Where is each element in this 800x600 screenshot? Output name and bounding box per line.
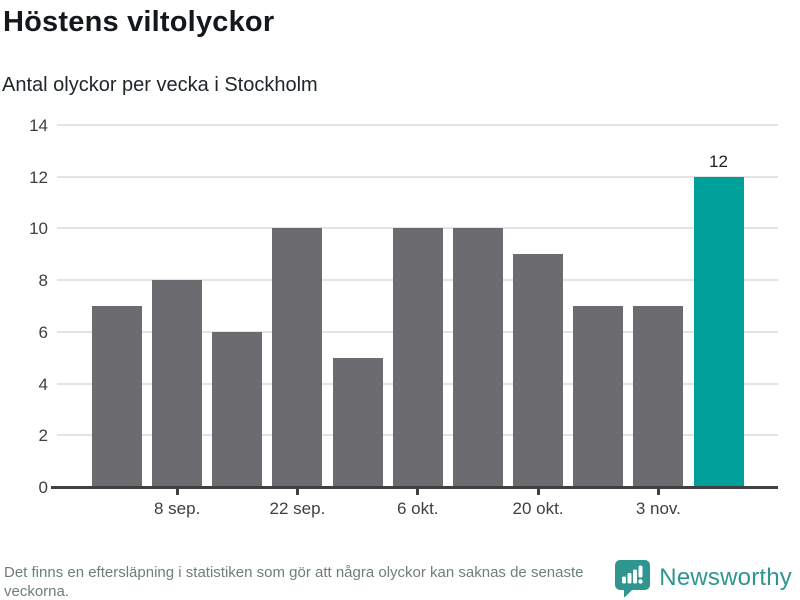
y-tick-label-0: 0: [38, 478, 48, 497]
x-axis-line: [51, 486, 778, 489]
bar: [152, 280, 203, 487]
bar: [272, 228, 323, 487]
bar: [452, 228, 503, 487]
x-tick-label: 8 sep.: [153, 499, 201, 518]
newsworthy-brand-link[interactable]: Newsworthy: [614, 558, 792, 597]
chart-subtitle: Antal olyckor per vecka i Stockholm: [2, 74, 318, 96]
x-tick-mark: [175, 487, 179, 495]
plot-area: 0 2 4 6 8 10 12 14 8 sep. 22 sep. 6 okt. 20 okt. 3 n…: [29, 117, 778, 518]
x-tick-mark: [416, 487, 420, 495]
bar-value-label: 12: [709, 151, 728, 171]
bar: [332, 357, 383, 487]
y-tick-label-2: 2: [38, 426, 48, 446]
x-tick-mark: [656, 487, 660, 495]
bar: [573, 306, 624, 487]
gridline-y12: [57, 175, 778, 178]
y-tick-label-12: 12: [29, 167, 48, 187]
x-tick-mark: [295, 487, 299, 495]
x-tick-label: 6 okt.: [396, 499, 439, 518]
x-tick-mark: [536, 487, 540, 495]
newsworthy-brand-name: Newsworthy: [659, 563, 792, 591]
y-tick-label-6: 6: [38, 322, 48, 342]
gridline-y14: [57, 124, 778, 126]
x-tick-label: 20 okt.: [512, 499, 564, 518]
footer-note: Det finns en eftersläpning i statistiken…: [4, 564, 584, 600]
y-tick-label-8: 8: [38, 271, 48, 291]
chart-title: Höstens viltolyckor: [3, 6, 275, 38]
bar: [633, 306, 684, 487]
bar: [92, 306, 142, 487]
y-tick-label-14: 14: [29, 116, 48, 135]
bar: [212, 331, 263, 487]
x-tick-label: 22 sep.: [269, 499, 326, 518]
bar: [513, 254, 564, 487]
y-tick-label-4: 4: [38, 374, 48, 394]
newsworthy-logo-icon: [614, 558, 651, 597]
bar-highlighted: [693, 176, 744, 487]
x-tick-label: 3 nov.: [635, 499, 681, 518]
bar: [392, 228, 443, 487]
y-tick-label-10: 10: [29, 219, 48, 239]
gridline-y10: [57, 227, 778, 230]
